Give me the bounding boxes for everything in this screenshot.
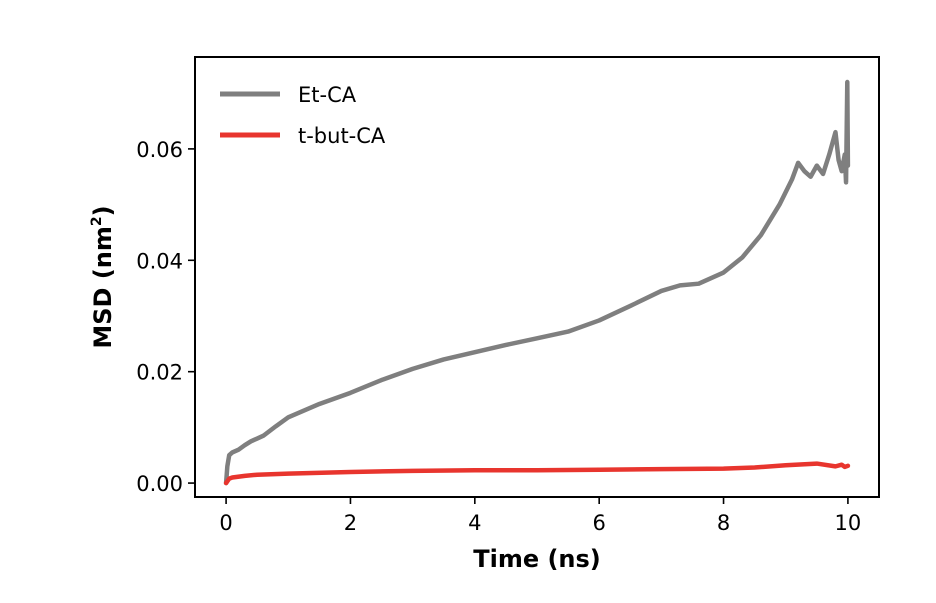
y-axis-ticks: 0.00 0.02 0.04 0.06 — [136, 138, 195, 496]
x-tick-label: 8 — [717, 511, 730, 535]
series-line-et-ca — [223, 79, 851, 486]
x-axis-ticks: 0 2 4 6 8 10 — [219, 497, 861, 535]
y-axis-title-main: MSD (nm — [89, 226, 117, 349]
legend-label-t-but-ca: t-but-CA — [298, 124, 386, 148]
y-tick-label: 0.00 — [136, 472, 183, 496]
x-tick-label: 6 — [592, 511, 605, 535]
y-axis-title-superscript: 2 — [89, 216, 105, 226]
series-line-t-but-ca — [223, 461, 851, 486]
x-tick-label: 10 — [835, 511, 862, 535]
y-axis-title-close: ) — [89, 205, 117, 216]
plot-frame — [194, 56, 880, 498]
x-axis-title: Time (ns) — [473, 545, 601, 573]
x-tick-label: 2 — [344, 511, 357, 535]
series-layer — [223, 79, 851, 486]
x-tick-label: 4 — [468, 511, 481, 535]
y-axis-title: MSD (nm2) — [89, 205, 117, 348]
x-tick-label: 0 — [219, 511, 232, 535]
y-tick-label: 0.02 — [136, 361, 183, 385]
legend: Et-CA t-but-CA — [220, 83, 386, 148]
y-tick-label: 0.06 — [136, 138, 183, 162]
y-tick-label: 0.04 — [136, 249, 183, 273]
legend-label-et-ca: Et-CA — [298, 83, 357, 107]
